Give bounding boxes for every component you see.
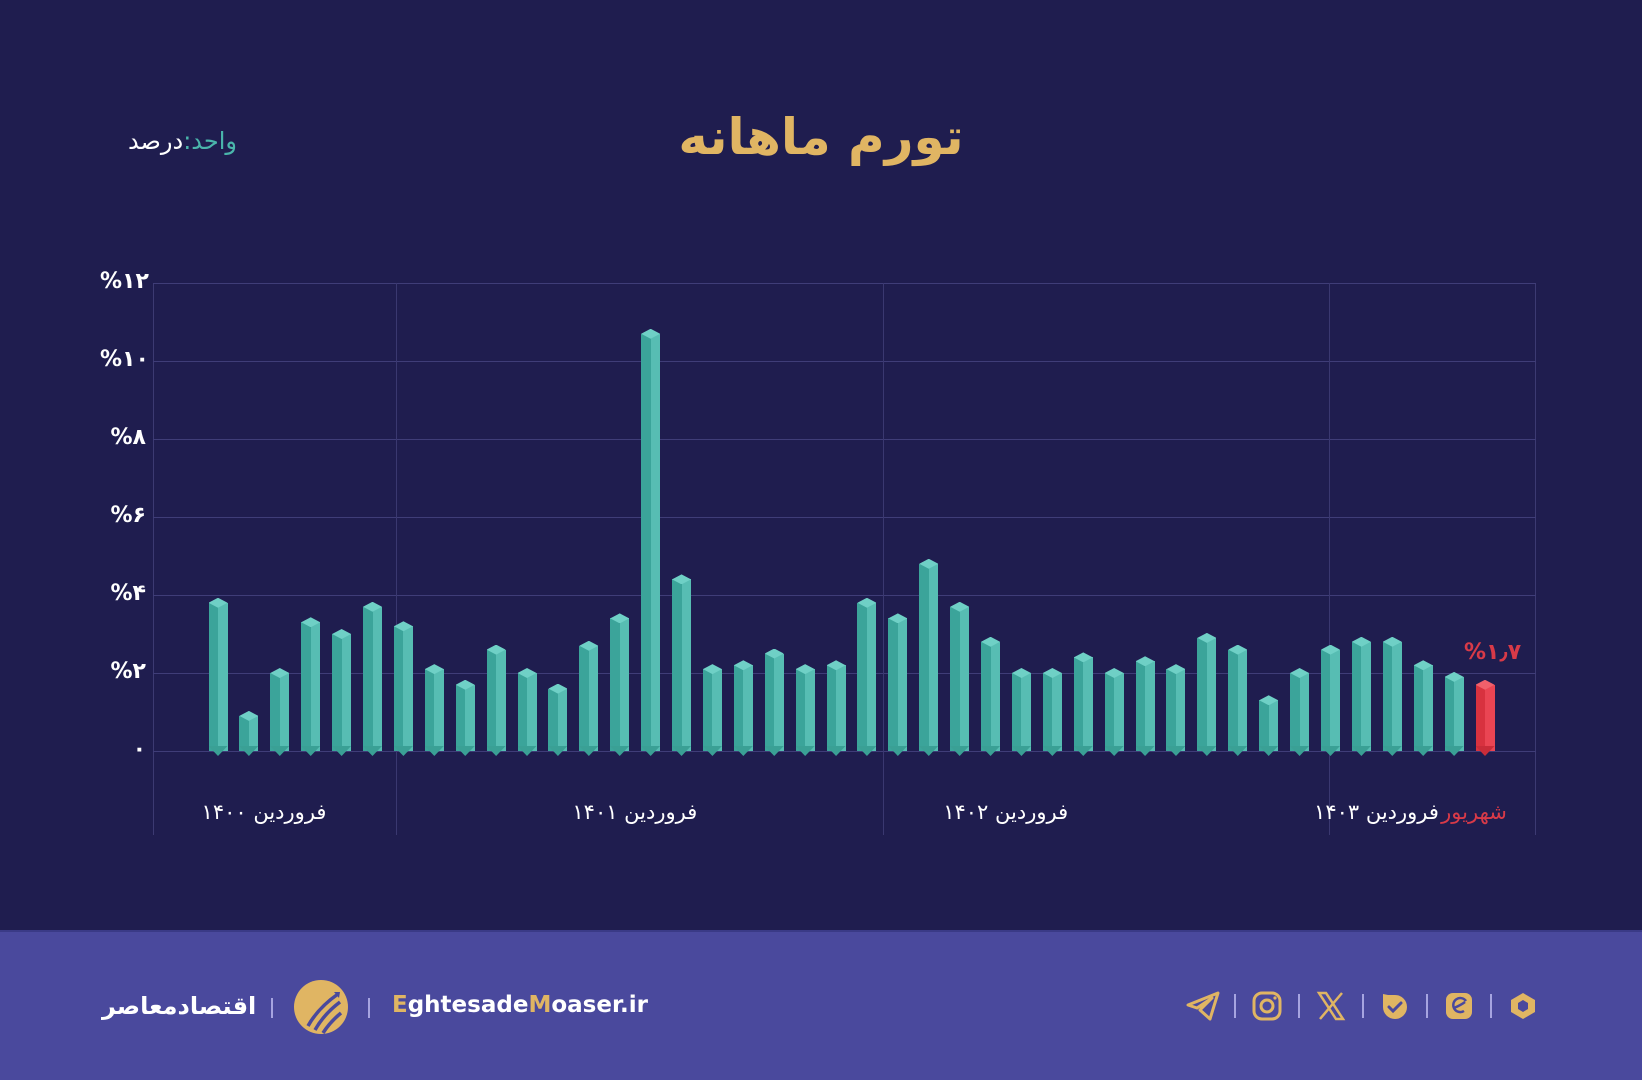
bar <box>332 629 352 756</box>
y-tick-label: %۲ <box>110 659 146 684</box>
gridline <box>153 751 1536 752</box>
bar <box>919 558 939 756</box>
bar <box>486 644 506 756</box>
gridline <box>153 283 1536 284</box>
x-tick-label: شهریور <box>1441 800 1507 824</box>
bar <box>950 601 970 756</box>
x-tick-label: فروردین ۱۴۰۳ <box>1314 800 1439 824</box>
bar <box>1228 644 1248 756</box>
bar <box>424 664 444 756</box>
x-tick-label: فروردین ۱۴۰۱ <box>572 800 698 824</box>
website-text-part: oaser.ir <box>551 992 648 1018</box>
bar <box>1320 644 1340 756</box>
bar <box>641 328 661 756</box>
y-tick-label: %۱۲ <box>100 269 149 294</box>
bar-highlight <box>1475 679 1495 756</box>
divider <box>1234 994 1236 1018</box>
y-tick-label: %۶ <box>110 503 146 528</box>
bar <box>1197 632 1217 756</box>
bar <box>363 601 382 756</box>
gridline <box>883 283 884 835</box>
bar <box>981 636 1001 756</box>
unit-label: واحد:درصد <box>128 127 237 155</box>
bar <box>579 640 599 756</box>
bar <box>888 613 908 756</box>
bar <box>1290 668 1310 756</box>
y-tick-label: %۱۰ <box>100 347 149 372</box>
page-title: تورم ماهانه <box>678 108 964 166</box>
bar <box>1351 636 1371 756</box>
bar <box>393 621 413 756</box>
gridline <box>153 517 1536 518</box>
gridline <box>153 595 1536 596</box>
chart-area: ۰ %۲ %۴ %۶ %۸ %۱۰ %۱۲ فروردین ۱۴۰۰ فروردین ۱۴۰۱ ف… <box>100 269 1536 835</box>
bar <box>702 664 722 756</box>
x-tick-label: فروردین ۱۴۰۲ <box>943 800 1069 824</box>
bar <box>1166 664 1186 756</box>
bar <box>1382 636 1402 756</box>
y-tick-label: ۰ <box>132 737 146 762</box>
bar <box>301 617 321 756</box>
value-annotation: %۱٫۷ <box>1464 640 1522 665</box>
divider <box>1490 994 1492 1018</box>
divider <box>271 998 273 1018</box>
x-tick-label: فروردین ۱۴۰۰ <box>201 800 327 824</box>
x-icon[interactable] <box>1314 989 1348 1023</box>
bar <box>764 648 784 756</box>
website-text-part: M <box>528 992 552 1018</box>
eitaa-icon[interactable] <box>1442 989 1476 1023</box>
website-text-part: E <box>392 992 408 1018</box>
unit-value: درصد <box>127 127 184 155</box>
bar <box>1073 652 1093 756</box>
social-icons <box>1186 989 1540 1023</box>
bar <box>1259 695 1279 756</box>
brand-name: اقتصادمعاصر <box>102 992 257 1020</box>
divider <box>368 998 370 1018</box>
bar <box>1011 668 1031 756</box>
bar <box>455 679 475 756</box>
bar <box>208 597 228 756</box>
gridline <box>153 361 1536 362</box>
divider <box>1298 994 1300 1018</box>
gridline <box>153 439 1536 440</box>
gridline <box>396 283 397 835</box>
bar <box>795 664 815 756</box>
website-link[interactable]: EghtesadeMoaser.ir <box>392 992 648 1018</box>
telegram-icon[interactable] <box>1186 989 1220 1023</box>
instagram-icon[interactable] <box>1250 989 1284 1023</box>
bar <box>1135 656 1155 756</box>
bar <box>672 574 692 756</box>
bar <box>1042 668 1062 756</box>
y-tick-label: %۸ <box>110 425 146 450</box>
bar <box>826 660 846 756</box>
bar <box>733 660 753 756</box>
gridline <box>1329 283 1330 835</box>
bar <box>548 683 568 756</box>
bar <box>1444 671 1464 756</box>
divider <box>1362 994 1364 1018</box>
website-text-part: ghtesade <box>407 992 529 1018</box>
bar <box>239 710 259 756</box>
footer: اقتصادمعاصر EghtesadeMoaser.ir <box>0 930 1642 1080</box>
brand-logo-icon <box>294 980 348 1034</box>
bar <box>1413 660 1433 756</box>
unit-key: واحد: <box>183 127 237 155</box>
bar <box>270 668 290 756</box>
bar <box>1104 668 1124 756</box>
bar <box>610 613 630 756</box>
divider <box>1426 994 1428 1018</box>
bar <box>857 597 877 756</box>
plot-frame <box>153 283 1536 835</box>
bale-icon[interactable] <box>1378 989 1412 1023</box>
bar <box>517 668 537 756</box>
rubika-icon[interactable] <box>1506 989 1540 1023</box>
y-tick-label: %۴ <box>110 581 146 606</box>
